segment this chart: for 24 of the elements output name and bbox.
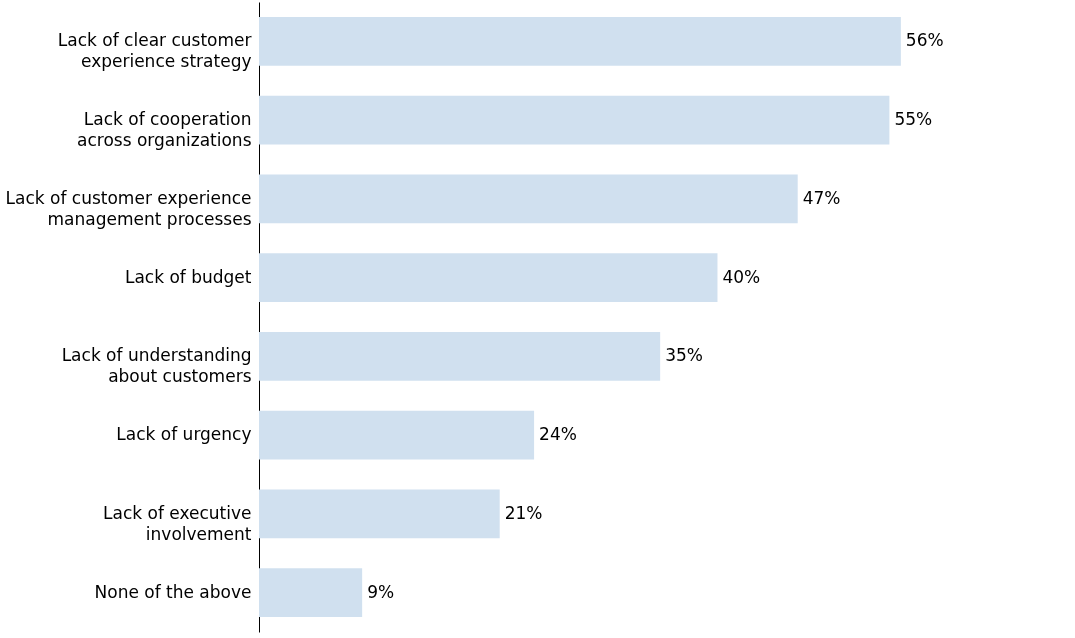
data-label: 47% [802,187,841,208]
data-label: 24% [539,424,577,445]
y-tick-label: Lack of urgency [116,424,252,445]
bar [259,331,661,381]
y-tick-label: Lack of executive involvement [103,502,252,544]
y-tick-label: Lack of budget [124,266,252,287]
bar [259,410,535,460]
data-label: 21% [504,502,543,523]
bar [259,95,890,145]
y-tick-label: Lack of customer experience management processes [5,187,252,229]
y-tick-label: Lack of cooperation across organizations [77,109,252,151]
y-tick-label: None of the above [94,581,252,602]
data-label: 56% [905,30,944,51]
y-tick-label: Lack of clear customer experience strategy [57,30,252,72]
bar [259,489,500,539]
bar [259,253,718,303]
bar [259,174,798,224]
data-label: 9% [367,581,395,602]
data-label: 40% [722,266,761,287]
data-label: 55% [894,109,933,130]
data-label: 35% [665,345,703,366]
y-tick-label: Lack of understanding about customers [61,345,252,387]
bar [259,16,901,66]
bar [259,568,363,618]
